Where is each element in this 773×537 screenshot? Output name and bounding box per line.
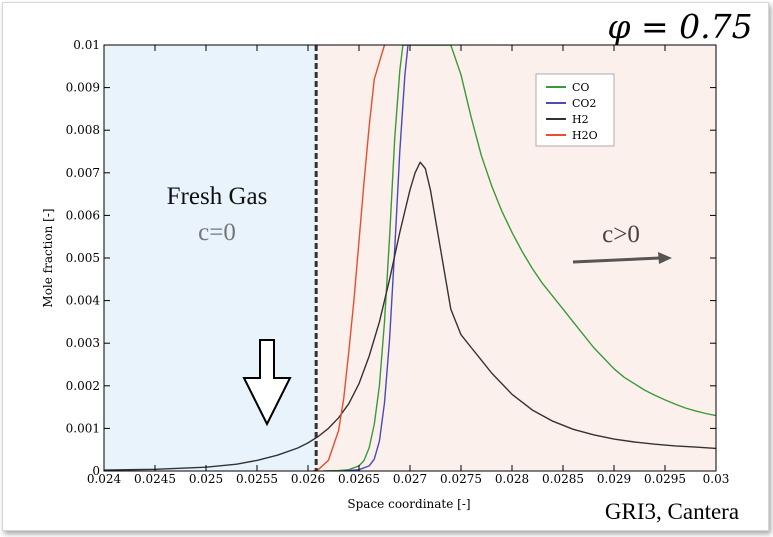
legend-label-co: CO	[572, 81, 589, 94]
y-tick-label: 0.009	[66, 81, 100, 95]
y-axis-label: Mole fraction [-]	[41, 208, 55, 307]
x-tick-label: 0.0275	[440, 472, 482, 486]
y-tick-label: 0.001	[66, 421, 100, 435]
y-tick-label: 0.003	[66, 336, 100, 350]
x-tick-label: 0.03	[703, 472, 730, 486]
legend-label-co2: CO2	[572, 97, 596, 110]
y-tick-label: 0	[92, 464, 100, 478]
credit-label: GRI3, Cantera	[605, 499, 739, 524]
c-positive-label: c>0	[602, 221, 640, 248]
x-tick-label: 0.026	[291, 472, 325, 486]
down-arrow-icon	[242, 339, 292, 427]
y-tick-label: 0.002	[66, 379, 100, 393]
series-line-h2	[104, 161, 716, 471]
legend: CO CO2 H2 H2O	[535, 73, 615, 147]
x-tick-label: 0.029	[597, 472, 631, 486]
x-tick-label: 0.0255	[236, 472, 278, 486]
x-tick-label: 0.0265	[338, 472, 380, 486]
y-tick-label: 0.01	[73, 38, 100, 52]
y-tick-label: 0.007	[66, 166, 100, 180]
y-tick-label: 0.008	[66, 123, 100, 137]
fresh-gas-label: Fresh Gas	[167, 183, 268, 210]
x-axis-label: Space coordinate [-]	[347, 497, 470, 511]
series-line-h2o	[312, 45, 386, 471]
series-line-co	[323, 45, 716, 471]
x-tick-label: 0.024	[87, 472, 122, 486]
right-arrow-icon	[572, 252, 672, 264]
x-tick-label: 0.0295	[644, 472, 686, 486]
c-zero-label: c=0	[198, 219, 236, 246]
x-tick-label: 0.027	[393, 472, 427, 486]
y-tick-label: 0.006	[66, 208, 100, 222]
legend-label-h2: H2	[572, 113, 589, 126]
series-line-co2	[343, 45, 409, 471]
fresh-gas-region	[104, 45, 317, 471]
y-tick-label: 0.004	[66, 294, 101, 308]
x-tick-label: 0.025	[189, 472, 223, 486]
y-tick-label: 0.005	[66, 251, 100, 265]
legend-label-h2o: H2O	[572, 129, 598, 142]
x-tick-label: 0.0285	[542, 472, 584, 486]
phi-label: φ = 0.75	[607, 7, 752, 46]
x-tick-label: 0.028	[495, 472, 529, 486]
x-tick-label: 0.0245	[134, 472, 176, 486]
